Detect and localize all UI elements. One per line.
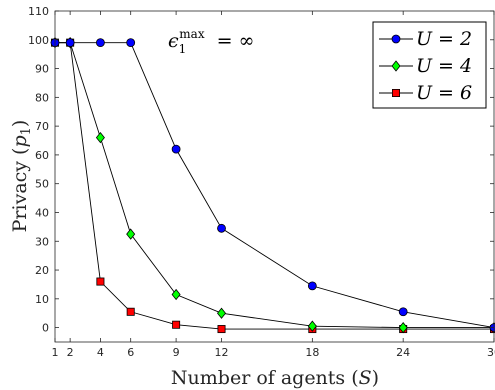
y-tick-label: 90 — [35, 63, 49, 76]
y-axis-label: Privacy (p1) — [9, 120, 34, 233]
data-point — [126, 228, 136, 240]
y-tick-label: 50 — [35, 178, 49, 191]
data-point — [65, 38, 75, 48]
data-point — [95, 132, 105, 144]
x-tick-label: 30 — [487, 346, 495, 359]
legend-item: U = 6 — [379, 82, 472, 104]
y-tick-label: 40 — [35, 206, 49, 219]
y-tick-label: 10 — [35, 293, 49, 306]
data-point — [398, 321, 408, 334]
legend-label: U = 6 — [416, 82, 472, 104]
data-point — [96, 38, 105, 48]
legend-marker — [391, 89, 400, 98]
y-tick-label: 0 — [42, 322, 49, 335]
tick-layer: 12469121824300102030405060708090100110 — [28, 5, 495, 359]
data-point — [172, 320, 181, 329]
data-point — [217, 223, 226, 233]
x-tick-label: 9 — [173, 346, 180, 359]
data-point — [307, 320, 317, 332]
data-point — [171, 288, 181, 301]
x-tick-label: 2 — [67, 346, 74, 359]
legend-item: U = 2 — [379, 28, 472, 50]
y-tick-label: 70 — [35, 120, 49, 133]
x-tick-label: 1 — [52, 346, 59, 359]
data-point — [217, 307, 227, 319]
y-tick-label: 80 — [35, 91, 49, 104]
y-tick-label: 60 — [35, 149, 49, 162]
data-point — [307, 281, 317, 291]
data-point — [126, 38, 136, 48]
x-axis-label: Number of agents (S) — [171, 367, 379, 389]
y-tick-label: 30 — [35, 235, 49, 248]
y-tick-label: 20 — [35, 264, 49, 277]
legend-marker — [391, 60, 401, 72]
data-point — [171, 144, 181, 154]
legend-marker — [391, 34, 401, 44]
data-point — [126, 307, 135, 316]
legend-label: U = 4 — [416, 55, 472, 77]
annotation: ϵ1max = ∞ — [168, 27, 254, 56]
y-tick-label: 100 — [28, 34, 49, 47]
plot-frame — [54, 10, 495, 343]
x-tick-label: 18 — [305, 346, 319, 359]
x-tick-label: 24 — [396, 346, 410, 359]
data-point — [398, 307, 408, 317]
x-tick-label: 4 — [97, 346, 104, 359]
legend-label: U = 2 — [416, 28, 472, 50]
legend-box — [372, 21, 487, 109]
x-tick-label: 12 — [215, 346, 229, 359]
y-tick-label: 110 — [28, 5, 49, 18]
legend: U = 2 U = 4 U = 6 — [372, 21, 487, 109]
legend-item: U = 4 — [379, 55, 472, 77]
x-tick-label: 6 — [127, 346, 134, 359]
data-point — [96, 277, 105, 286]
data-point — [217, 325, 226, 334]
